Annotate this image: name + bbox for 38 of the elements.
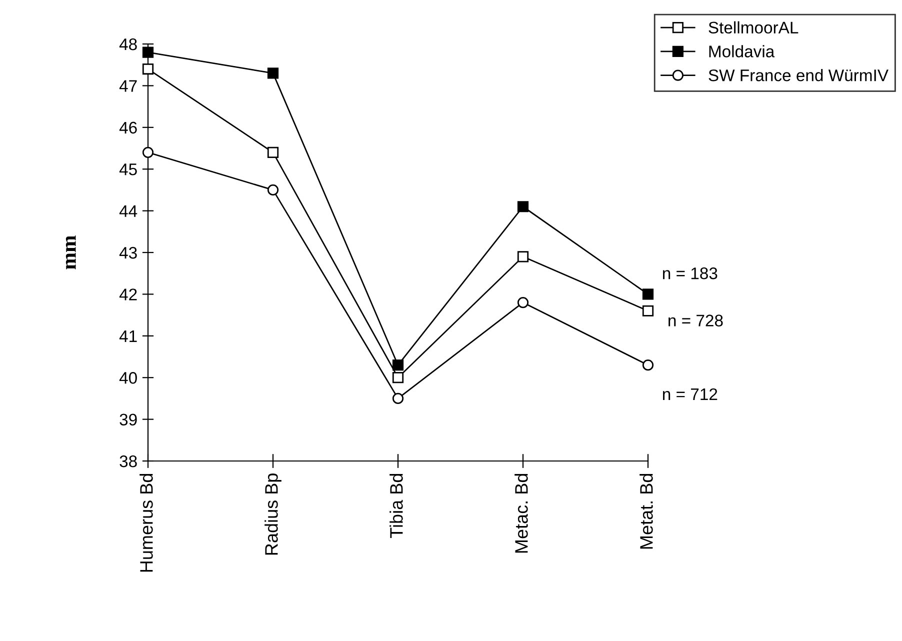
point (392, 372, 404, 384)
point (267, 68, 279, 79)
point (517, 251, 529, 262)
annotation: n = 728 (668, 314, 723, 326)
legend-label: SW France end WürmIV (708, 69, 888, 82)
point (392, 392, 404, 404)
point (267, 146, 279, 158)
y-tick-label: 47 (119, 80, 137, 92)
y-tick-label: 39 (120, 414, 137, 426)
point (142, 46, 154, 58)
y-tick-label: 45 (119, 164, 137, 176)
x-tick-label: Metat. Bd (640, 474, 653, 549)
x-tick-label: Metac. Bd (514, 474, 528, 553)
annotation: n = 712 (662, 388, 718, 400)
y-tick-label: 42 (119, 288, 137, 300)
x-tick-label: Radius Bp (264, 474, 282, 555)
legend-label: StellmoorAL (708, 21, 798, 34)
y-tick-label: 41 (119, 330, 137, 342)
x-tick-label: Tibia Bd (390, 474, 403, 538)
point (642, 360, 654, 371)
y-tick-label: 40 (119, 372, 137, 384)
annotation: n = 183 (662, 267, 718, 280)
y-tick-label: 48 (119, 38, 137, 50)
legend-label: Moldavia (709, 45, 775, 58)
y-tick-label: 46 (119, 122, 137, 134)
point (142, 63, 154, 75)
point (392, 360, 404, 371)
y-tick-label: 44 (119, 205, 138, 217)
point (517, 296, 529, 308)
y-tick-label: 38 (120, 455, 137, 468)
point (642, 305, 654, 316)
x-tick-label: Humerus Bd (140, 474, 153, 572)
y-axis-title: mm (66, 236, 76, 270)
point (142, 146, 154, 158)
point (642, 288, 654, 300)
point (267, 184, 279, 196)
point (517, 201, 529, 212)
y-tick-label: 43 (119, 246, 137, 259)
